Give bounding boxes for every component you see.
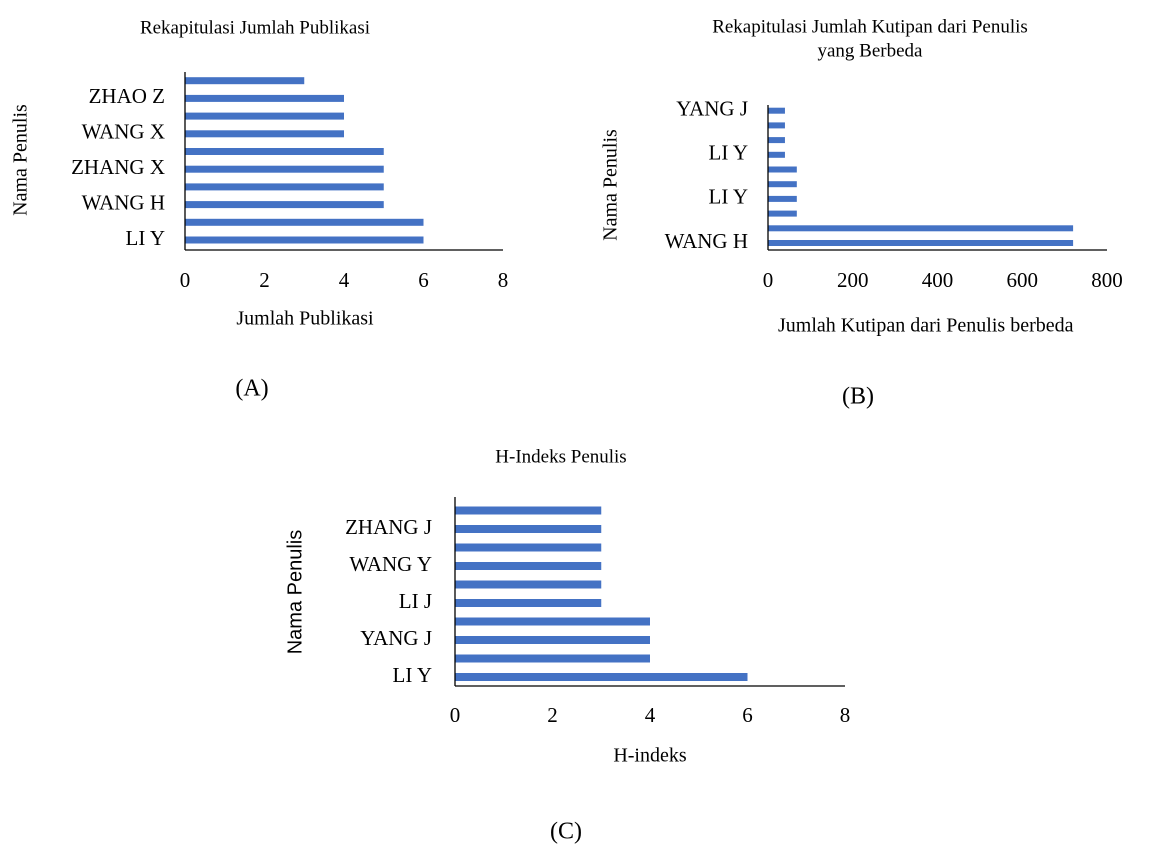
- x-tick-label: 800: [1091, 268, 1123, 292]
- y-tick-label: WANG Y: [349, 552, 432, 576]
- bar: [455, 636, 650, 644]
- x-axis-label: Jumlah Kutipan dari Penulis berbeda: [778, 315, 1074, 337]
- x-axis-label: H-indeks: [613, 745, 687, 767]
- panel-label: (C): [550, 819, 582, 845]
- bar: [768, 181, 797, 188]
- bar: [455, 525, 602, 533]
- bar: [185, 236, 424, 244]
- bar: [185, 77, 305, 85]
- bar: [185, 201, 384, 209]
- chart-title: Rekapitulasi Jumlah Kutipan dari Penulis: [712, 16, 1028, 37]
- bar: [768, 151, 785, 158]
- y-tick-label: ZHANG J: [345, 515, 432, 539]
- x-tick-label: 200: [837, 268, 869, 292]
- bar: [768, 225, 1074, 232]
- bar: [185, 183, 384, 191]
- x-tick-label: 2: [547, 703, 558, 727]
- bar: [768, 107, 785, 114]
- bar: [185, 148, 384, 155]
- x-tick-label: 8: [840, 703, 851, 727]
- y-axis-label: Nama Penulis: [284, 530, 306, 655]
- bar: [768, 137, 785, 144]
- y-tick-label: ZHAO Z: [89, 84, 165, 108]
- x-tick-label: 4: [339, 268, 350, 292]
- bar: [455, 654, 650, 663]
- x-tick-label: 0: [450, 703, 461, 727]
- x-tick-label: 0: [763, 268, 774, 292]
- y-axis-label: Nama Penulis: [600, 129, 622, 241]
- y-tick-label: WANG H: [82, 190, 165, 214]
- bar: [768, 122, 785, 129]
- bar: [185, 218, 424, 226]
- bar: [185, 130, 344, 138]
- y-tick-label: LI Y: [393, 663, 432, 687]
- x-tick-label: 6: [418, 268, 429, 292]
- bar: [455, 562, 602, 570]
- panel-label: (B): [842, 384, 874, 410]
- bar: [455, 580, 602, 589]
- x-tick-label: 400: [922, 268, 954, 292]
- bar: [455, 599, 602, 607]
- bar: [768, 210, 797, 217]
- bar: [455, 543, 602, 552]
- bar: [768, 166, 797, 173]
- y-axis-label: Nama Penulis: [10, 104, 32, 216]
- chart-title: H-Indeks Penulis: [495, 446, 626, 467]
- bar: [185, 112, 344, 120]
- bar: [185, 94, 344, 102]
- x-tick-label: 6: [742, 703, 753, 727]
- y-tick-label: LI Y: [126, 226, 165, 250]
- bar: [455, 617, 650, 626]
- x-axis-label: Jumlah Publikasi: [236, 308, 374, 330]
- x-tick-label: 0: [180, 268, 191, 292]
- bar: [455, 673, 748, 681]
- y-tick-label: YANG J: [360, 626, 432, 650]
- y-tick-label: WANG X: [82, 120, 165, 144]
- chart-title: Rekapitulasi Jumlah Publikasi: [140, 17, 370, 38]
- panel-label: (A): [235, 376, 268, 402]
- x-tick-label: 2: [259, 268, 270, 292]
- y-tick-label: LI J: [399, 589, 432, 613]
- y-tick-label: LI Y: [709, 141, 748, 165]
- y-tick-label: ZHANG X: [71, 155, 165, 179]
- y-tick-label: YANG J: [676, 97, 748, 121]
- bar: [768, 195, 797, 202]
- y-tick-label: LI Y: [709, 185, 748, 209]
- x-tick-label: 4: [645, 703, 656, 727]
- bar: [768, 240, 1074, 246]
- x-tick-label: 8: [498, 268, 509, 292]
- chart-title: yang Berbeda: [818, 40, 924, 61]
- bar: [185, 165, 384, 173]
- y-tick-label: WANG H: [665, 229, 748, 253]
- bar: [455, 506, 602, 515]
- x-tick-label: 600: [1007, 268, 1039, 292]
